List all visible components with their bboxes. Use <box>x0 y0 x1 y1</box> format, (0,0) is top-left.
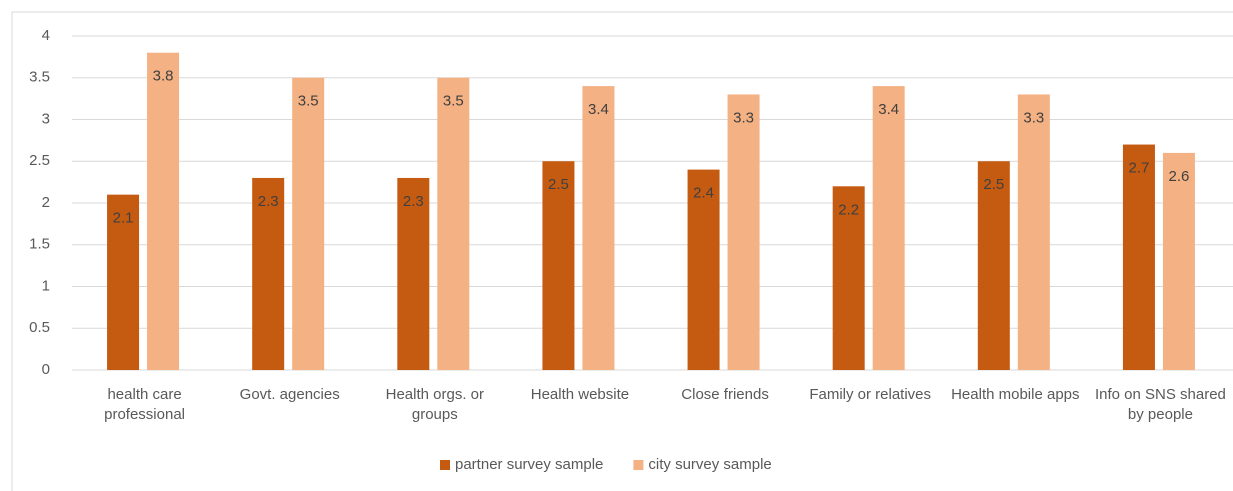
bar <box>147 52 180 370</box>
x-tick-label: Close friends <box>681 386 769 403</box>
y-tick-label: 0 <box>42 361 50 378</box>
data-label: 2.5 <box>983 176 1004 193</box>
data-label: 3.4 <box>878 101 899 118</box>
legend-swatch <box>633 460 644 470</box>
y-tick-label: 2 <box>42 194 50 211</box>
x-tick-label: Health website <box>530 386 630 403</box>
data-label: 3.5 <box>298 93 319 110</box>
bar <box>1017 94 1050 370</box>
bar <box>977 161 1010 370</box>
x-tick-label: Info on SNS shared by people <box>1094 386 1226 423</box>
data-label: 3.8 <box>153 68 174 85</box>
data-label: 3.3 <box>1023 109 1044 126</box>
data-label: 2.6 <box>1169 168 1190 185</box>
data-label: 3.4 <box>588 101 609 118</box>
data-label: 2.2 <box>838 201 859 218</box>
data-label: 2.5 <box>548 176 569 193</box>
y-tick-label: 1.5 <box>29 236 50 253</box>
bar <box>687 169 720 370</box>
legend-label: partner survey sample <box>455 456 603 473</box>
bar <box>397 177 430 370</box>
bar <box>107 194 140 370</box>
bar <box>542 161 575 370</box>
x-tick-label: Govt. agencies <box>239 386 340 403</box>
y-tick-label: 0.5 <box>29 319 50 336</box>
data-label: 3.3 <box>733 109 754 126</box>
legend-label: city survey sample <box>648 456 771 473</box>
data-label: 3.5 <box>443 93 464 110</box>
data-label: 2.4 <box>693 185 714 202</box>
y-tick-label: 4 <box>42 27 50 44</box>
x-tick-label: Health orgs. or groups <box>385 386 484 423</box>
data-label: 2.7 <box>1129 160 1150 177</box>
x-tick-label: Health mobile apps <box>951 386 1080 403</box>
bar <box>292 77 325 370</box>
y-tick-label: 3 <box>42 110 50 127</box>
x-tick-label: Family or relatives <box>809 386 932 403</box>
bar <box>1162 152 1195 370</box>
bar <box>252 177 285 370</box>
data-label: 2.1 <box>113 210 134 227</box>
bar <box>437 77 470 370</box>
bar <box>1122 144 1155 370</box>
chart-border <box>11 11 1233 491</box>
y-tick-label: 1 <box>42 277 50 294</box>
y-tick-label: 3.5 <box>29 69 50 86</box>
bar <box>727 94 760 370</box>
y-tick-label: 2.5 <box>29 152 50 169</box>
bar <box>872 86 905 370</box>
x-tick-label: health care professional <box>104 386 185 423</box>
bar <box>582 86 615 370</box>
legend-swatch <box>440 460 450 470</box>
data-label: 2.3 <box>258 193 279 210</box>
data-label: 2.3 <box>403 193 424 210</box>
bar <box>832 186 865 370</box>
